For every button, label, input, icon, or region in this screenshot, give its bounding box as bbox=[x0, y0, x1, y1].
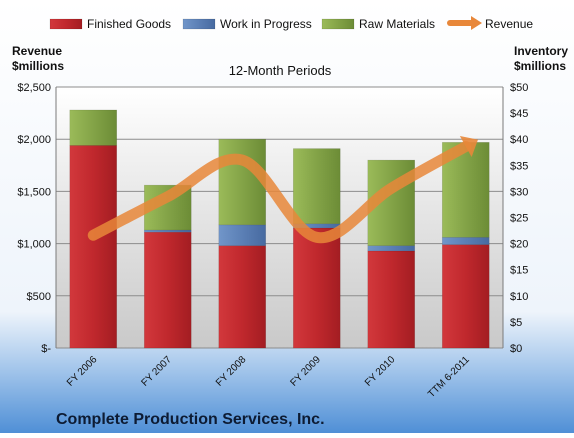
left-tick-label: $1,500 bbox=[17, 186, 51, 198]
left-tick-label: $1,000 bbox=[17, 239, 51, 251]
left-axis-ticks: $- $500 $1,000 $1,500 $2,000 $2,500 bbox=[17, 82, 51, 355]
bar-work-in-progress bbox=[367, 245, 416, 252]
legend-swatch bbox=[49, 18, 83, 30]
legend: Finished Goods Work in Progress Raw Materi… bbox=[49, 16, 533, 31]
right-tick-label: $35 bbox=[510, 160, 528, 172]
right-tick-label: $0 bbox=[510, 343, 522, 355]
bar-finished-goods bbox=[143, 231, 192, 349]
revenue-line-path bbox=[87, 141, 472, 244]
bar-raw-materials bbox=[292, 148, 341, 225]
legend-label: Raw Materials bbox=[359, 17, 435, 31]
right-tick-label: $50 bbox=[510, 82, 528, 94]
legend-swatch bbox=[321, 18, 355, 30]
right-axis-ticks: $0 $5 $10 $15 $20 $25 $30 $35 $40 $45 $50 bbox=[510, 82, 528, 355]
bar-raw-materials bbox=[69, 109, 118, 146]
bar-finished-goods bbox=[69, 145, 118, 349]
right-tick-label: $5 bbox=[510, 317, 522, 329]
legend-arrowhead bbox=[471, 16, 482, 30]
right-tick-label: $20 bbox=[510, 239, 528, 251]
right-axis-label-line-2: $millions bbox=[514, 59, 566, 73]
right-tick-label: $15 bbox=[510, 265, 528, 277]
revenue-arrowhead bbox=[459, 136, 478, 157]
bar-finished-goods bbox=[367, 250, 416, 349]
right-tick-label: $10 bbox=[510, 291, 528, 303]
bar-raw-materials bbox=[218, 138, 267, 226]
legend-label: Revenue bbox=[485, 17, 533, 31]
right-tick-label: $25 bbox=[510, 213, 528, 225]
left-tick-label: $2,000 bbox=[17, 134, 51, 146]
stacked-bars bbox=[69, 109, 490, 349]
legend-label: Work in Progress bbox=[220, 17, 312, 31]
bar-work-in-progress bbox=[441, 237, 490, 245]
left-axis-label-line-2: $millions bbox=[12, 59, 64, 73]
legend-label: Finished Goods bbox=[87, 17, 171, 31]
bar-work-in-progress bbox=[218, 224, 267, 246]
left-axis-label-line-1: Revenue bbox=[12, 44, 62, 58]
chart-title: 12-Month Periods bbox=[229, 63, 332, 78]
bar-work-in-progress bbox=[143, 229, 192, 233]
legend-swatch bbox=[182, 18, 216, 30]
bar-finished-goods bbox=[292, 227, 341, 349]
revenue-line bbox=[87, 136, 478, 244]
right-tick-label: $30 bbox=[510, 186, 528, 198]
left-tick-label: $500 bbox=[27, 291, 51, 303]
right-axis-label-line-1: Inventory bbox=[514, 44, 568, 58]
right-tick-label: $45 bbox=[510, 108, 528, 120]
company-name: Complete Production Services, Inc. bbox=[56, 411, 325, 428]
bar-finished-goods bbox=[218, 245, 267, 349]
left-tick-label: $2,500 bbox=[17, 82, 51, 94]
right-tick-label: $40 bbox=[510, 134, 528, 146]
bar-finished-goods bbox=[441, 244, 490, 349]
left-tick-label: $- bbox=[41, 343, 51, 355]
gridlines bbox=[55, 86, 504, 349]
